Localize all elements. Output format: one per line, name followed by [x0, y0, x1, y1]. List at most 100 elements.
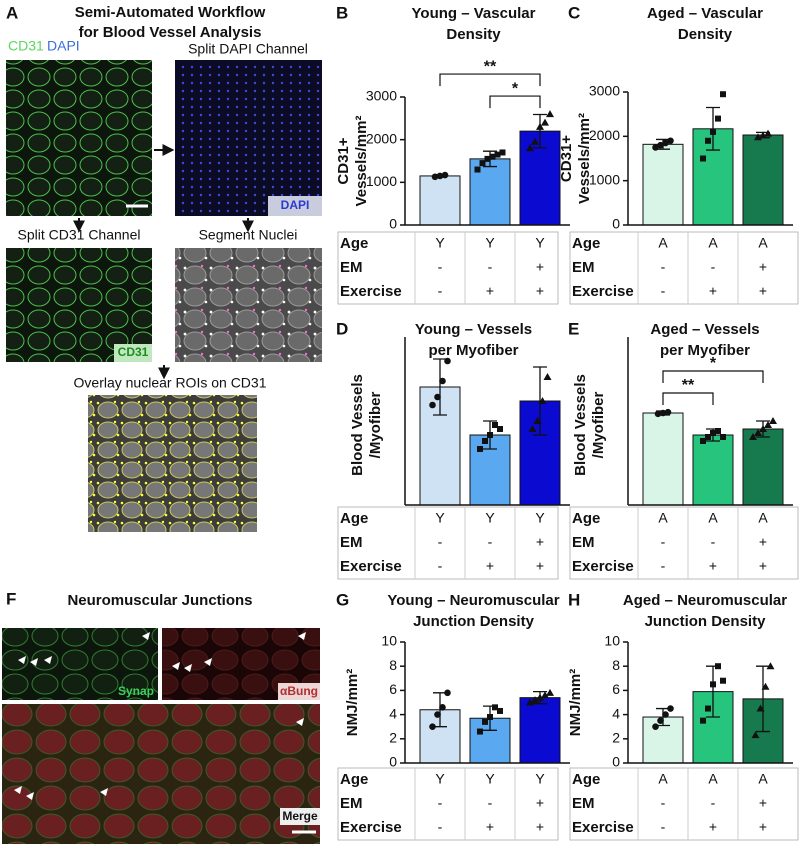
data-point — [764, 421, 772, 428]
data-point — [769, 417, 777, 424]
error-bar — [533, 113, 547, 149]
table-cell: - — [438, 259, 443, 275]
table-cell: - — [488, 534, 493, 550]
y-tick-label: 3000 — [589, 83, 620, 99]
y-tick-label: 10 — [604, 633, 620, 649]
significance-bracket — [489, 95, 541, 109]
significance-label: * — [512, 80, 519, 97]
table-cell: Y — [485, 771, 495, 787]
data-point — [526, 144, 534, 152]
table-cell: Y — [535, 510, 545, 526]
data-point — [710, 681, 716, 688]
row-label: EM — [340, 795, 363, 812]
data-point — [754, 133, 762, 141]
data-point — [531, 696, 539, 704]
data-point — [499, 149, 506, 156]
data-point — [546, 688, 554, 696]
tag-box — [280, 808, 320, 825]
row-label: EM — [340, 534, 363, 551]
data-point — [431, 173, 439, 181]
data-point — [652, 144, 659, 151]
data-point — [487, 714, 493, 721]
table-cell: + — [536, 259, 544, 275]
row-label: Age — [572, 235, 600, 252]
channel-label: DAPI — [47, 38, 80, 54]
table-cell: - — [711, 259, 716, 275]
chart-title: Junction Density — [645, 613, 767, 630]
y-tick-label: 10 — [381, 633, 397, 649]
row-label: Age — [340, 771, 368, 788]
data-point — [720, 434, 726, 440]
table-cell: + — [759, 534, 767, 550]
chart-title: Aged – Vascular — [647, 5, 763, 22]
significance-label: * — [710, 355, 717, 372]
row-label: EM — [572, 259, 595, 276]
row-label: Exercise — [572, 283, 634, 300]
table-cell: - — [438, 819, 443, 835]
step-label: Overlay nuclear ROIs on CD31 — [74, 375, 267, 391]
data-point — [667, 705, 674, 712]
data-point — [710, 430, 716, 436]
row-label: Exercise — [340, 558, 402, 575]
table-cell: - — [438, 795, 443, 811]
table-cell: Y — [435, 235, 445, 251]
data-point — [434, 393, 441, 401]
data-point — [657, 141, 664, 149]
table-cell: - — [661, 819, 666, 835]
data-point — [538, 397, 547, 404]
step-label: Split CD31 Channel — [18, 227, 141, 243]
table-border — [337, 231, 559, 305]
table-cell: - — [488, 259, 493, 275]
row-label: Age — [572, 510, 600, 527]
chart-title: per Myofiber — [428, 342, 518, 359]
table-cell: Y — [535, 771, 545, 787]
data-point — [497, 426, 503, 432]
table-cell: - — [661, 795, 666, 811]
y-tick-label: 1000 — [366, 173, 397, 189]
image-tag: αBung — [280, 684, 318, 698]
image-tag: Merge — [282, 809, 318, 823]
chart-title: Young – Vessels — [415, 321, 532, 338]
panel-letter: H — [568, 590, 580, 609]
image-tag: DAPI — [281, 198, 310, 212]
data-point — [543, 373, 552, 380]
data-point — [484, 155, 491, 162]
data-point — [482, 718, 488, 725]
chart-title: Young – Neuromuscular — [387, 592, 559, 609]
table-cell: + — [709, 283, 717, 299]
table-cell: + — [486, 819, 494, 835]
y-tick-label: 8 — [389, 657, 397, 673]
data-point — [536, 693, 544, 701]
data-point — [652, 723, 659, 730]
data-point — [546, 110, 554, 118]
y-axis-label: /Myofiber — [367, 392, 384, 459]
micrograph — [6, 60, 152, 216]
image-tag: CD31 — [118, 345, 149, 359]
y-axis-label: CD31+ — [558, 135, 575, 182]
data-point — [492, 422, 498, 428]
y-tick-label: 0 — [389, 754, 397, 770]
table-cell: + — [759, 558, 767, 574]
micrograph — [2, 704, 320, 844]
row-label: EM — [572, 534, 595, 551]
data-point — [756, 704, 765, 712]
bar — [642, 143, 684, 226]
table-cell: A — [758, 510, 768, 526]
y-axis-label: /Myofiber — [590, 392, 607, 459]
y-tick-label: 4 — [389, 705, 397, 721]
chart-title: Density — [678, 26, 733, 43]
panel-title: for Blood Vessel Analysis — [79, 24, 262, 41]
data-point — [705, 434, 711, 440]
y-tick-label: 8 — [612, 657, 620, 673]
data-point — [441, 171, 449, 179]
y-tick-label: 0 — [612, 754, 620, 770]
error-bar — [706, 106, 720, 151]
error-bar — [433, 358, 447, 416]
data-point — [439, 704, 446, 711]
panel-letter: E — [568, 319, 579, 338]
data-point — [429, 723, 436, 730]
chart-title: Aged – Neuromuscular — [623, 592, 787, 609]
micrograph — [88, 395, 257, 532]
y-axis-label: Blood Vessels — [572, 374, 589, 476]
data-point — [654, 410, 662, 418]
